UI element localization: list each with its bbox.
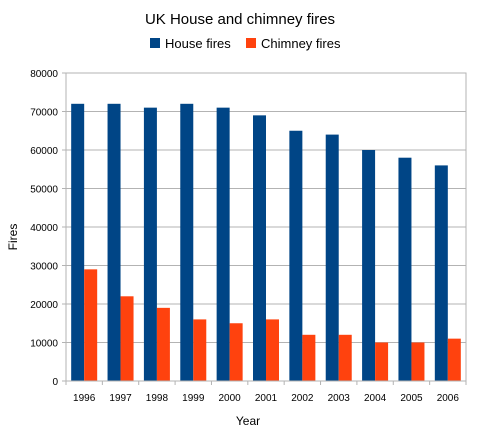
x-tick-label: 2002 [291, 393, 314, 404]
x-axis-ticks: 1996 1997 1998 1999 2000 2001 2002 2003 2004 2005… [65, 381, 467, 404]
legend-swatch-chimney-fires [246, 38, 256, 48]
x-tick-label: 2005 [400, 393, 423, 404]
x-tick-label: 1999 [182, 393, 205, 404]
x-axis-label: Year [236, 414, 260, 428]
y-tick-label: 10000 [30, 339, 58, 350]
y-tick-label: 50000 [30, 185, 58, 196]
bar-chimney-fires-1999 [193, 319, 207, 381]
y-axis-ticks: 0 10000 20000 30000 40000 50000 60000 70000 8000… [30, 69, 66, 388]
chart-title: UK House and chimney fires [145, 11, 335, 28]
bar-house-fires-2005 [398, 157, 412, 381]
x-tick-label: 2004 [364, 393, 387, 404]
legend: House fires Chimney fires [150, 36, 341, 51]
bar-house-fires-2006 [434, 165, 448, 381]
bar-house-fires-1996 [71, 103, 85, 382]
y-tick-label: 0 [52, 377, 58, 388]
x-tick-label: 2003 [328, 393, 351, 404]
bar-house-fires-2004 [362, 150, 376, 381]
legend-label-house-fires: House fires [165, 36, 231, 51]
bar-chimney-fires-1998 [156, 307, 170, 381]
bar-house-fires-1999 [180, 103, 194, 382]
bars [71, 103, 461, 382]
bar-house-fires-2003 [325, 134, 339, 381]
plot-frame [65, 72, 467, 382]
y-tick-label: 20000 [30, 300, 58, 311]
bar-chimney-fires-2001 [266, 319, 279, 381]
y-tick-label: 30000 [30, 262, 58, 273]
x-tick-label: 1998 [146, 393, 169, 404]
y-tick-label: 80000 [30, 69, 58, 80]
bar-house-fires-2002 [289, 130, 303, 381]
x-tick-label: 1996 [73, 393, 96, 404]
bar-house-fires-1998 [143, 107, 157, 382]
x-tick-label: 2001 [255, 393, 278, 404]
bar-chimney-fires-2002 [302, 334, 316, 381]
bar-chimney-fires-1996 [84, 269, 98, 381]
legend-swatch-house-fires [150, 38, 160, 48]
legend-label-chimney-fires: Chimney fires [261, 36, 341, 51]
bar-house-fires-2001 [253, 115, 266, 381]
bar-chimney-fires-2003 [338, 334, 352, 381]
bar-house-fires-2000 [216, 107, 230, 382]
x-tick-label: 1997 [109, 393, 132, 404]
y-tick-label: 70000 [30, 108, 58, 119]
bar-chimney-fires-2004 [375, 342, 389, 381]
bar-chimney-fires-2005 [411, 342, 425, 381]
x-tick-label: 2000 [219, 393, 242, 404]
bar-chimney-fires-1997 [120, 296, 134, 381]
y-tick-label: 60000 [30, 146, 58, 157]
bar-chimney-fires-2000 [229, 323, 243, 381]
x-tick-label: 2006 [437, 393, 460, 404]
y-tick-label: 40000 [30, 223, 58, 234]
bar-house-fires-1997 [107, 103, 121, 382]
y-axis-label: Fires [6, 224, 20, 251]
bar-chimney-fires-2006 [447, 338, 461, 381]
